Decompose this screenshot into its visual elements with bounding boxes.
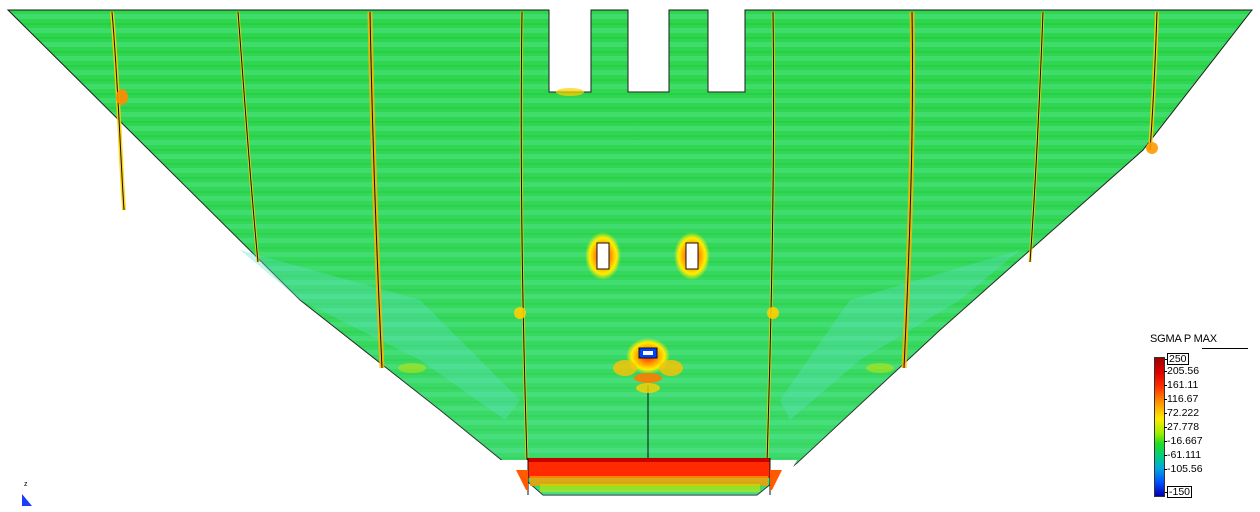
legend-title: SGMA P MAX (1150, 333, 1217, 345)
legend-tick: 161.11 (1163, 379, 1199, 391)
legend-tick: 205.56 (1163, 365, 1200, 377)
opening-left (585, 232, 621, 280)
legend-tick: -16.667 (1164, 435, 1203, 447)
axis-z-label: z (24, 481, 28, 488)
legend-tick: 72.222 (1163, 407, 1200, 419)
legend-title-underline (1202, 348, 1248, 349)
legend-tick: -105.56 (1164, 463, 1203, 475)
color-legend: SGMA P MAX 250 205.56 161.11 116.67 72.2… (1150, 333, 1250, 503)
seam-hotspots (116, 88, 1158, 373)
stiffener-seams (110, 11, 1159, 463)
opening-right (674, 232, 710, 280)
legend-tick: 27.778 (1163, 421, 1200, 433)
legend-max-label: 250 (1165, 353, 1189, 365)
legend-min-label: -150 (1164, 486, 1193, 498)
legend-tick: -61.111 (1163, 449, 1202, 461)
central-stress-feature (613, 338, 683, 393)
legend-tick: 116.67 (1163, 393, 1199, 405)
bottom-stress-bar (500, 458, 797, 495)
axis-triad-icon (22, 494, 32, 506)
stress-plate (6, 9, 1254, 496)
